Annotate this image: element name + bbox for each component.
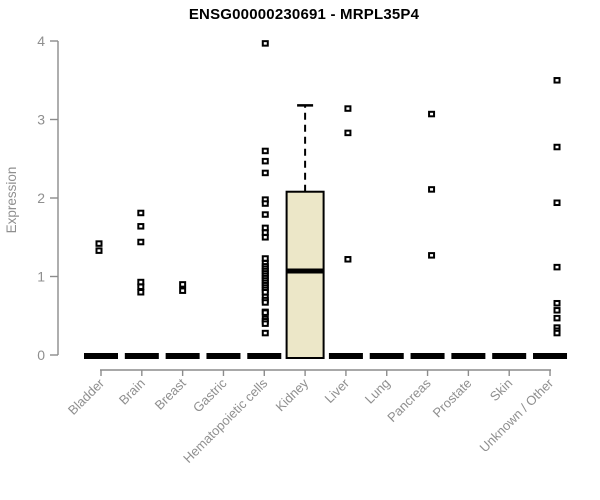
chart-title: ENSG00000230691 - MRPL35P4 — [188, 6, 420, 23]
zero-box-hematopoietic-cells — [247, 353, 282, 359]
outlier-point-breast — [179, 281, 187, 288]
category-label-lung: Lung — [362, 376, 393, 407]
outlier-point-pancreas — [428, 186, 436, 193]
zero-box-breast — [165, 353, 200, 359]
y-tick-label: 1 — [37, 269, 45, 285]
zero-box-brain — [124, 353, 159, 359]
outlier-point-hematopoietic-cells — [261, 157, 269, 165]
outlier-point-liver — [344, 129, 352, 137]
outlier-point-hematopoietic-cells — [261, 147, 269, 155]
outlier-point-pancreas — [428, 252, 436, 259]
category-label-kidney: Kidney — [273, 375, 312, 414]
outlier-point-hematopoietic-cells — [261, 329, 269, 337]
zero-box-lung — [369, 353, 404, 359]
category-label-prostate: Prostate — [430, 376, 475, 421]
outlier-point-hematopoietic-cells — [261, 309, 269, 316]
y-tick-label: 0 — [37, 347, 45, 363]
outlier-point-hematopoietic-cells — [261, 234, 269, 241]
outlier-point-unknown-other — [553, 143, 561, 151]
category-label-pancreas: Pancreas — [384, 375, 434, 425]
y-tick-label: 2 — [37, 190, 45, 206]
median-line-kidney — [286, 268, 324, 274]
outlier-point-breast — [179, 287, 187, 294]
outlier-point-brain — [137, 223, 145, 230]
category-label-unknown-other: Unknown / Other — [477, 375, 557, 455]
category-label-skin: Skin — [487, 376, 515, 404]
box-kidney — [285, 190, 325, 359]
outlier-point-brain — [137, 283, 145, 291]
outlier-point-unknown-other — [553, 77, 561, 84]
outlier-point-hematopoietic-cells — [261, 40, 269, 47]
outlier-point-brain — [137, 209, 145, 217]
outlier-point-brain — [137, 238, 145, 246]
zero-box-unknown-other — [533, 353, 568, 359]
category-label-bladder: Bladder — [65, 375, 108, 418]
category-label-breast: Breast — [152, 375, 189, 412]
y-tick-label: 3 — [37, 112, 45, 128]
outlier-point-bladder — [95, 240, 103, 247]
category-label-gastric: Gastric — [190, 375, 230, 415]
outlier-point-unknown-other — [553, 307, 561, 314]
zero-box-gastric — [206, 353, 241, 359]
zero-box-skin — [492, 353, 527, 359]
y-axis-title: Expression — [4, 167, 19, 234]
category-label-liver: Liver — [322, 375, 353, 406]
category-label-brain: Brain — [116, 376, 148, 408]
y-tick-label: 4 — [37, 33, 45, 49]
outlier-point-hematopoietic-cells — [261, 299, 269, 306]
zero-box-pancreas — [410, 353, 445, 359]
outlier-point-hematopoietic-cells — [261, 320, 269, 327]
outlier-point-unknown-other — [553, 199, 561, 207]
outlier-point-liver — [344, 105, 352, 112]
outlier-point-pancreas — [428, 110, 436, 118]
outlier-point-liver — [344, 256, 352, 263]
outlier-point-unknown-other — [553, 299, 561, 307]
outlier-point-bladder — [95, 247, 103, 254]
outlier-point-hematopoietic-cells — [261, 211, 269, 218]
zero-box-prostate — [451, 353, 486, 359]
outlier-point-hematopoietic-cells — [261, 200, 269, 207]
outlier-point-brain — [137, 289, 145, 296]
zero-box-bladder — [84, 353, 118, 359]
outlier-point-unknown-other — [553, 263, 561, 271]
outlier-point-hematopoietic-cells — [261, 169, 269, 177]
zero-box-liver — [328, 353, 363, 359]
outlier-point-unknown-other — [553, 329, 561, 337]
outlier-point-unknown-other — [553, 314, 561, 322]
